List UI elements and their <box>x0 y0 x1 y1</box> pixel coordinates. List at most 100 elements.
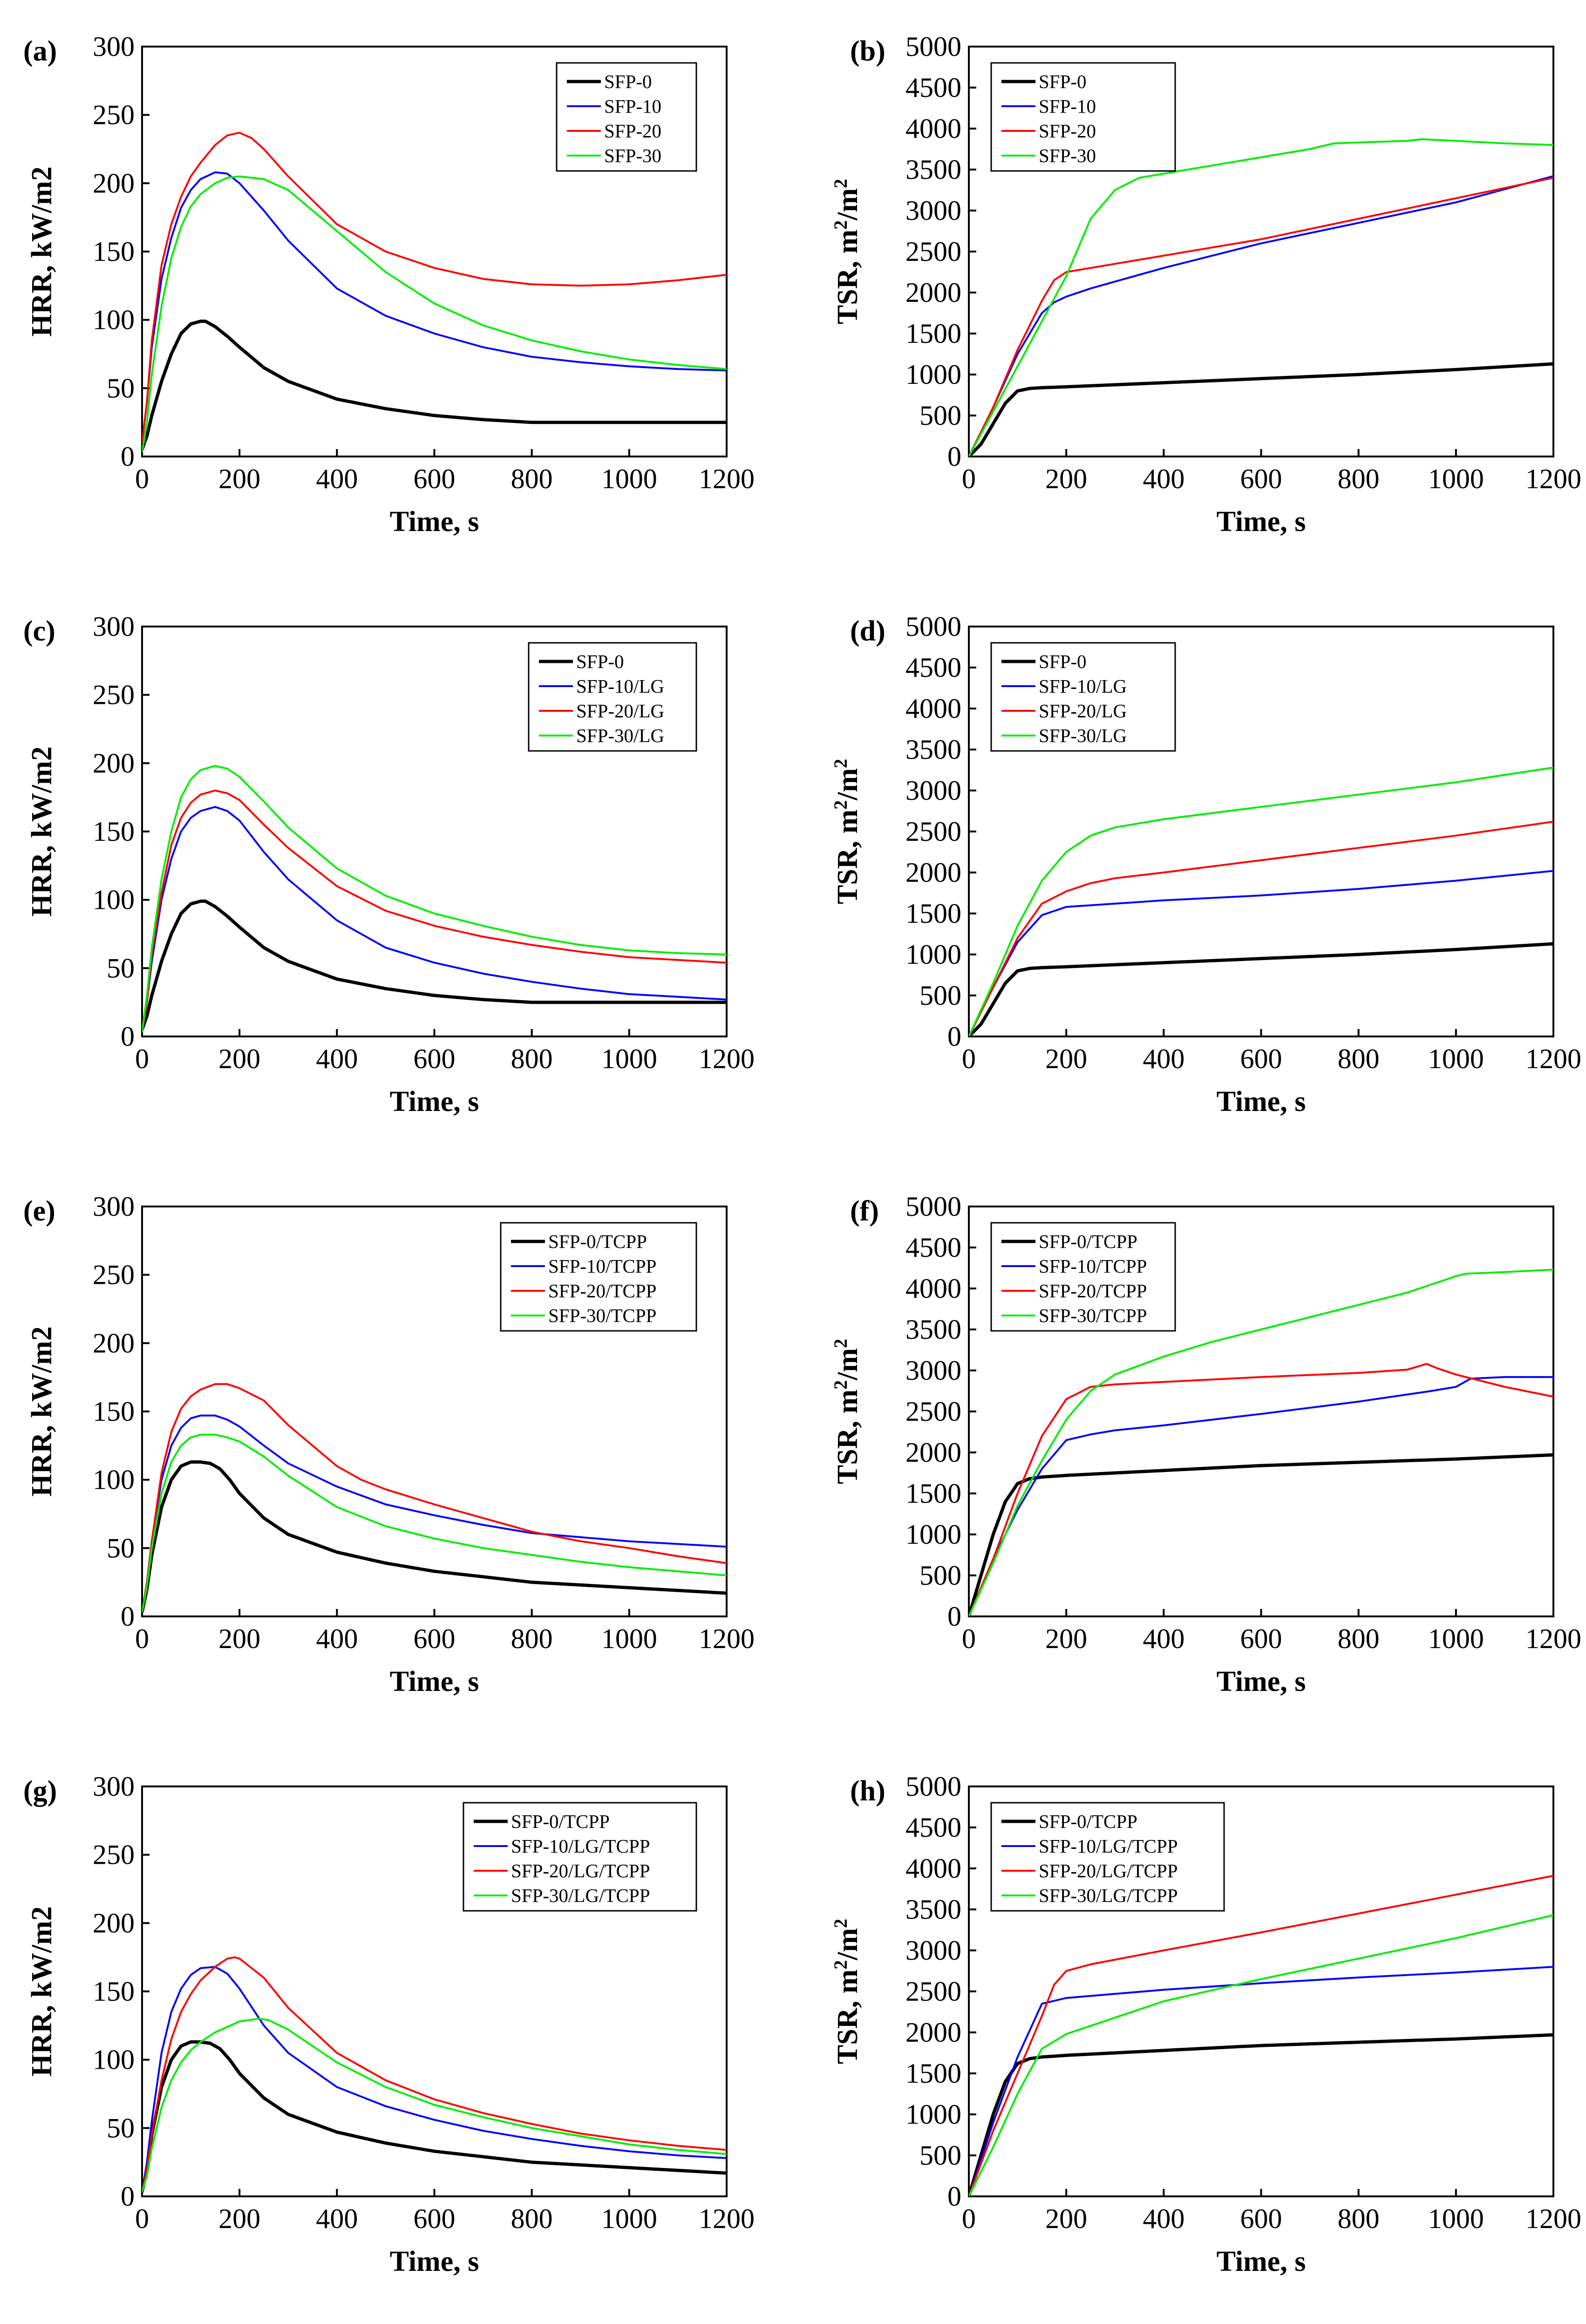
y-tick-label: 4500 <box>905 652 961 683</box>
x-tick-label: 800 <box>1338 2203 1380 2234</box>
y-tick-label: 3000 <box>905 1935 961 1966</box>
series-line-sfp-10 <box>142 171 727 443</box>
legend-entry: SFP-20 <box>1039 120 1096 142</box>
x-tick-label: 0 <box>962 463 976 494</box>
legend-entry: SFP-20/TCPP <box>1039 1280 1147 1302</box>
panel-label: (g) <box>23 1775 57 1807</box>
x-tick-label: 400 <box>1143 2203 1184 2234</box>
x-tick-label: 800 <box>1338 1043 1380 1074</box>
y-tick-label: 0 <box>121 2181 135 2212</box>
series-line-sfp-10-tcpp <box>969 1376 1553 1616</box>
legend-entry: SFP-20/LG/TCPP <box>1039 1860 1178 1881</box>
y-tick-label: 300 <box>93 611 135 642</box>
y-tick-label: 5000 <box>905 1191 961 1222</box>
y-tick-label: 0 <box>947 2181 961 2212</box>
y-axis-title: HRR, kW/m2 <box>26 1326 58 1496</box>
x-tick-label: 1200 <box>1525 1623 1581 1654</box>
legend: SFP-0/TCPP SFP-10/TCPP SFP-20/TCPP SFP-30/T… <box>990 1222 1176 1332</box>
series-line-sfp-30-lg-tcpp <box>142 2017 727 2193</box>
y-tick-label: 1000 <box>905 359 961 390</box>
panel-c-chart: (c) 0 200 400 600 800 1000 1200 0 50 100 150 200 250 3… <box>23 611 755 1118</box>
series-line-sfp-30-tcpp <box>142 1433 727 1613</box>
x-tick-label: 1200 <box>1525 1043 1581 1074</box>
x-tick-label: 200 <box>1045 2203 1087 2234</box>
series-line-sfp-0-tcpp <box>969 1453 1553 1616</box>
x-tick-label: 400 <box>316 463 358 494</box>
series-line-sfp-0-tcpp <box>969 2033 1553 2196</box>
x-tick-label: 800 <box>1338 1623 1380 1654</box>
x-tick-label: 400 <box>316 1043 358 1074</box>
x-tick-label: 1200 <box>699 1623 755 1654</box>
series-line-sfp-20 <box>969 177 1553 457</box>
y-tick-label: 0 <box>121 1601 135 1632</box>
y-tick-label: 3000 <box>905 195 961 226</box>
y-tick-label: 2500 <box>905 816 961 847</box>
y-tick-label: 4000 <box>905 1273 961 1304</box>
y-tick-label: 50 <box>107 953 135 983</box>
panel-f-chart: (f) 0 200 400 600 800 1000 1200 0 500 1000 1500 2000… <box>830 1191 1582 1697</box>
y-tick-label: 200 <box>93 1908 135 1938</box>
y-axis-title: HRR, kW/m2 <box>26 746 58 916</box>
legend-entry: SFP-30/TCPP <box>1039 1305 1147 1326</box>
panel-label: (e) <box>23 1195 55 1227</box>
x-tick-label: 0 <box>135 1623 149 1654</box>
x-tick-label: 1200 <box>699 463 755 494</box>
x-tick-label: 0 <box>962 1043 976 1074</box>
legend-entry: SFP-0/TCPP <box>1039 1231 1137 1252</box>
x-tick-label: 200 <box>218 1623 260 1654</box>
y-tick-label: 300 <box>93 1771 135 1802</box>
series-line-sfp-0 <box>142 320 727 450</box>
y-tick-label: 3500 <box>905 1894 961 1925</box>
panel-label: (d) <box>850 615 885 647</box>
panel-label: (c) <box>23 615 55 647</box>
y-tick-label: 1000 <box>905 1519 961 1550</box>
series-line-sfp-0 <box>142 900 727 1030</box>
y-tick-label: 50 <box>107 2113 135 2143</box>
panel-e-chart: (e) 0 200 400 600 800 1000 1200 0 50 100 150 200 250 3… <box>23 1191 755 1697</box>
y-tick-label: 150 <box>93 236 135 267</box>
x-axis-title: Time, s <box>390 1086 479 1118</box>
legend-entry: SFP-30/LG <box>1039 725 1127 746</box>
x-tick-label: 200 <box>218 463 260 494</box>
y-axis-title: TSR, m2/m2 <box>830 759 864 904</box>
y-tick-label: 2000 <box>905 277 961 308</box>
y-tick-label: 3000 <box>905 775 961 806</box>
y-tick-label: 4500 <box>905 72 961 103</box>
legend-entry: SFP-10/TCPP <box>548 1255 656 1277</box>
legend-entry: SFP-0 <box>1039 71 1087 92</box>
legend-entry: SFP-20/LG/TCPP <box>511 1860 650 1881</box>
y-tick-label: 5000 <box>905 1771 961 1802</box>
series-line-sfp-0-tcpp <box>142 2040 727 2193</box>
series-line-sfp-20-tcpp <box>969 1363 1553 1616</box>
y-tick-label: 2000 <box>905 857 961 888</box>
y-tick-label: 1500 <box>905 318 961 349</box>
series-line-sfp-10-tcpp <box>142 1414 727 1613</box>
legend: SFP-0/TCPP SFP-10/LG/TCPP SFP-20/LG/TCPP SF… <box>463 1802 697 1912</box>
x-tick-label: 800 <box>511 1043 553 1074</box>
series-line-sfp-10-lg <box>969 870 1553 1036</box>
series-line-sfp-10-lg-tcpp <box>969 1966 1553 2196</box>
x-tick-label: 400 <box>1143 463 1184 494</box>
legend-entry: SFP-20/LG <box>576 700 664 722</box>
y-tick-label: 2500 <box>905 236 961 267</box>
legend: SFP-0 SFP-10/LG SFP-20/LG SFP-30/LG <box>528 642 697 752</box>
x-axis-title: Time, s <box>1217 1666 1306 1697</box>
y-tick-label: 100 <box>93 2045 135 2075</box>
legend-entry: SFP-10/LG/TCPP <box>1039 1835 1178 1857</box>
y-tick-label: 1500 <box>905 2058 961 2089</box>
legend-entry: SFP-0 <box>1039 651 1087 672</box>
x-tick-label: 600 <box>1240 1043 1282 1074</box>
x-tick-label: 200 <box>1045 1623 1087 1654</box>
y-axis-title: TSR, m2/m2 <box>830 1339 864 1484</box>
legend-entry: SFP-20/TCPP <box>548 1280 656 1302</box>
y-tick-label: 3500 <box>905 154 961 185</box>
panel-d-chart: (d) 0 200 400 600 800 1000 1200 0 500 1000 1500 2000… <box>830 611 1582 1118</box>
series-line-sfp-20-lg-tcpp <box>969 1874 1553 2196</box>
legend-entry: SFP-0 <box>604 71 652 92</box>
y-tick-label: 500 <box>919 1560 961 1591</box>
y-tick-label: 2500 <box>905 1396 961 1427</box>
x-tick-label: 400 <box>316 2203 358 2234</box>
y-tick-label: 200 <box>93 748 135 778</box>
x-tick-label: 600 <box>1240 1623 1282 1654</box>
y-tick-label: 1000 <box>905 2099 961 2130</box>
